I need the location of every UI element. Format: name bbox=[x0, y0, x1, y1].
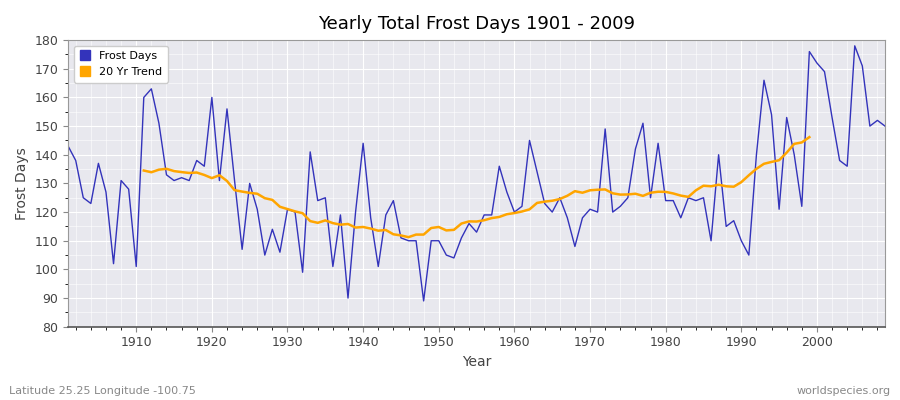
Frost Days bbox=[290, 210, 301, 214]
X-axis label: Year: Year bbox=[462, 355, 491, 369]
20 Yr Trend bbox=[486, 216, 497, 220]
20 Yr Trend bbox=[804, 135, 814, 140]
Legend: Frost Days, 20 Yr Trend: Frost Days, 20 Yr Trend bbox=[74, 46, 168, 82]
Line: 20 Yr Trend: 20 Yr Trend bbox=[144, 137, 809, 237]
Frost Days bbox=[63, 144, 74, 148]
Text: Latitude 25.25 Longitude -100.75: Latitude 25.25 Longitude -100.75 bbox=[9, 386, 196, 396]
Frost Days bbox=[123, 187, 134, 192]
Frost Days bbox=[850, 44, 860, 48]
20 Yr Trend bbox=[206, 176, 217, 180]
20 Yr Trend bbox=[139, 168, 149, 173]
20 Yr Trend bbox=[395, 233, 406, 238]
Frost Days bbox=[509, 210, 520, 214]
20 Yr Trend bbox=[221, 178, 232, 183]
Title: Yearly Total Frost Days 1901 - 2009: Yearly Total Frost Days 1901 - 2009 bbox=[318, 15, 635, 33]
Frost Days bbox=[418, 298, 429, 303]
Y-axis label: Frost Days: Frost Days bbox=[15, 147, 29, 220]
Line: Frost Days: Frost Days bbox=[68, 46, 885, 301]
Frost Days bbox=[608, 210, 618, 214]
20 Yr Trend bbox=[736, 180, 747, 184]
Frost Days bbox=[879, 124, 890, 128]
20 Yr Trend bbox=[403, 235, 414, 240]
Frost Days bbox=[517, 204, 527, 209]
Text: worldspecies.org: worldspecies.org bbox=[796, 386, 891, 396]
Frost Days bbox=[335, 212, 346, 217]
20 Yr Trend bbox=[274, 204, 285, 209]
